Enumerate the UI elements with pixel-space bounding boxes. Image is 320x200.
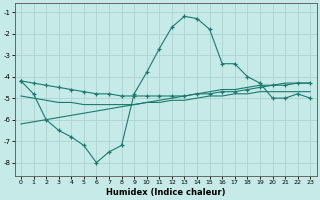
X-axis label: Humidex (Indice chaleur): Humidex (Indice chaleur) — [106, 188, 225, 197]
